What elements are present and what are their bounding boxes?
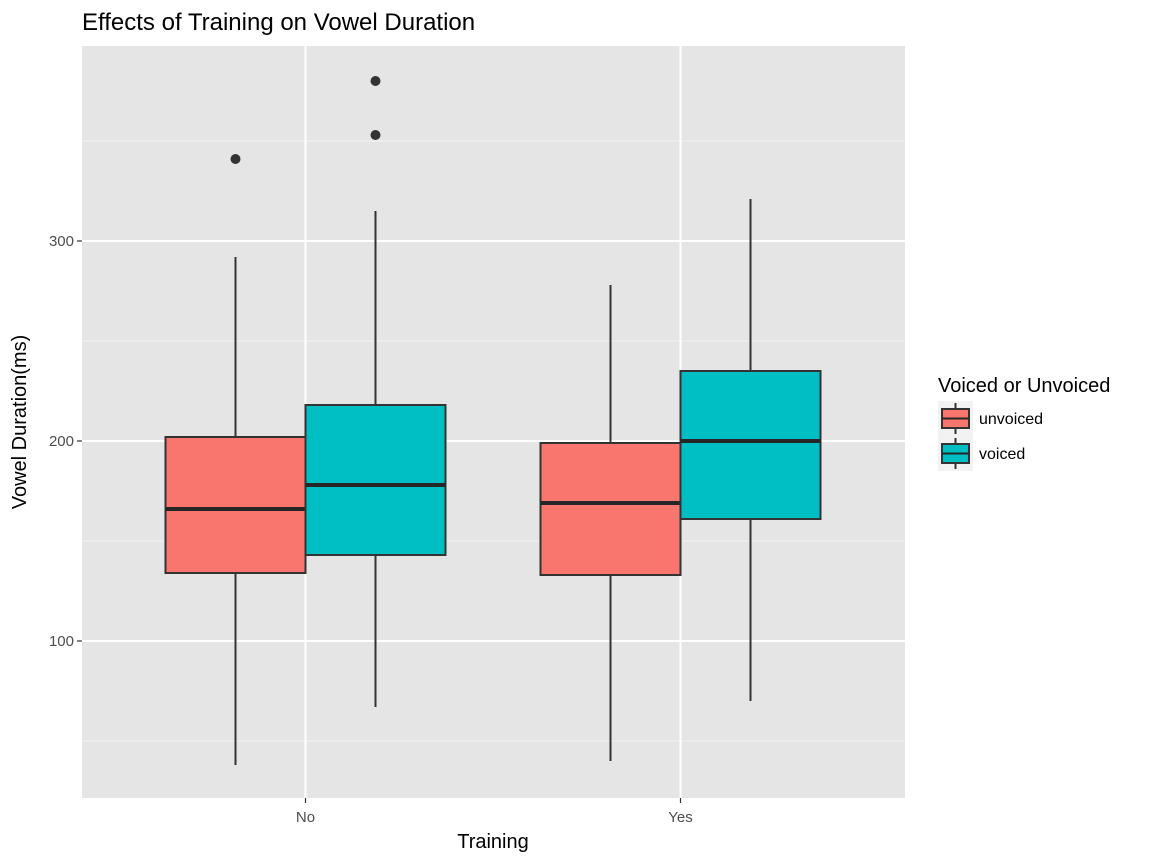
box-voiced [304, 404, 447, 556]
box-unvoiced [539, 442, 682, 576]
box-unvoiced [164, 436, 307, 574]
x-axis: No Yes [296, 798, 693, 826]
y-tick-label: 200 [49, 433, 74, 450]
x-tick-label: Yes [668, 809, 692, 826]
x-tick-label: No [296, 809, 315, 826]
legend: Voiced or Unvoiced unvoiced voiced [938, 375, 1110, 471]
box-group [164, 76, 822, 765]
x-axis-title: Training [457, 831, 529, 853]
legend-label-voiced: voiced [979, 446, 1025, 463]
outlier-point [370, 76, 381, 86]
y-axis: 100 200 300 [49, 233, 82, 650]
outlier-point [230, 154, 241, 164]
y-tick-label: 100 [49, 633, 74, 650]
box-voiced [679, 370, 822, 520]
y-tick-label: 300 [49, 233, 74, 250]
chart-title: Effects of Training on Vowel Duration [82, 9, 475, 36]
legend-label-unvoiced: unvoiced [979, 411, 1043, 428]
outlier-point [370, 130, 381, 140]
y-axis-title: Vowel Duration(ms) [9, 335, 31, 510]
legend-title: Voiced or Unvoiced [938, 375, 1110, 397]
